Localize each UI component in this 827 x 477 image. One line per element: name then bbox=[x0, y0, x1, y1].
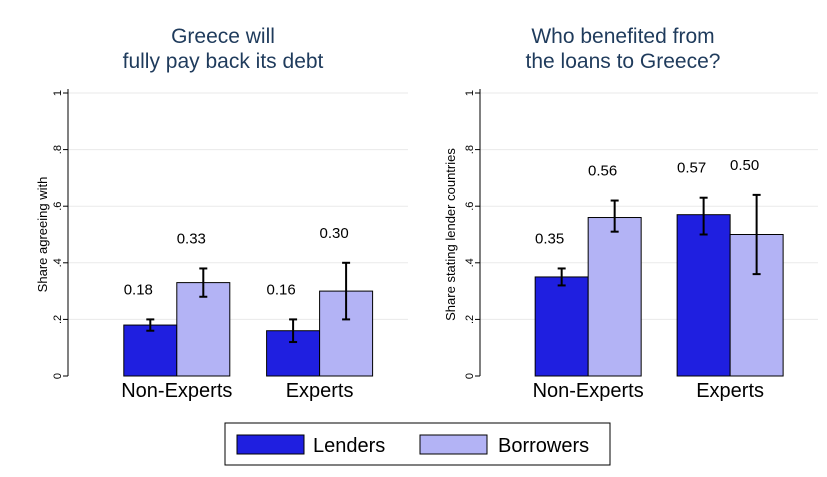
legend-swatch-borrowers bbox=[419, 434, 488, 455]
legend: Lenders Borrowers bbox=[224, 422, 611, 466]
y-tick-label: 0 bbox=[464, 373, 476, 379]
y-tick-label: .8 bbox=[464, 145, 476, 154]
bar-borrowers-non-experts bbox=[587, 217, 642, 377]
chart-title-line: fully pay back its debt bbox=[123, 50, 324, 73]
data-label: 0.57 bbox=[677, 160, 706, 177]
data-label: 0.30 bbox=[319, 225, 348, 242]
legend-label-borrowers: Borrowers bbox=[498, 435, 589, 457]
x-tick-label: Experts bbox=[696, 380, 764, 402]
y-axis-label: Share agreeing with bbox=[35, 177, 50, 293]
y-tick-label: 1 bbox=[52, 90, 64, 96]
y-tick-label: 1 bbox=[464, 90, 476, 96]
y-tick-label: .6 bbox=[464, 202, 476, 211]
x-tick-label: Non-Experts bbox=[533, 380, 644, 402]
y-tick-label: .6 bbox=[52, 202, 64, 211]
bar-lenders-experts bbox=[676, 214, 731, 377]
y-tick-label: .8 bbox=[52, 145, 64, 154]
data-label: 0.35 bbox=[535, 230, 564, 247]
x-tick-label: Experts bbox=[286, 380, 354, 402]
bar-lenders-non-experts bbox=[534, 276, 589, 377]
chart-title-line: the loans to Greece? bbox=[526, 50, 721, 73]
y-tick-label: .2 bbox=[52, 315, 64, 324]
bar-borrowers-non-experts bbox=[176, 282, 231, 377]
y-tick-label: .2 bbox=[464, 315, 476, 324]
legend-swatch-lenders bbox=[236, 434, 305, 455]
x-tick-label: Non-Experts bbox=[121, 380, 232, 402]
legend-label-lenders: Lenders bbox=[313, 435, 385, 457]
chart-title-line: Who benefited from bbox=[531, 25, 714, 48]
chart-title-line: Greece will bbox=[171, 25, 275, 48]
data-label: 0.16 bbox=[266, 281, 295, 298]
y-tick-label: .4 bbox=[464, 258, 476, 267]
y-axis-label: Share stating lender countries bbox=[443, 148, 458, 321]
data-label: 0.56 bbox=[588, 163, 617, 180]
y-tick-label: 0 bbox=[52, 373, 64, 379]
data-label: 0.50 bbox=[730, 157, 759, 174]
data-label: 0.18 bbox=[124, 281, 153, 298]
data-label: 0.33 bbox=[177, 230, 206, 247]
bar-lenders-non-experts bbox=[123, 324, 178, 377]
y-tick-label: .4 bbox=[52, 258, 64, 267]
